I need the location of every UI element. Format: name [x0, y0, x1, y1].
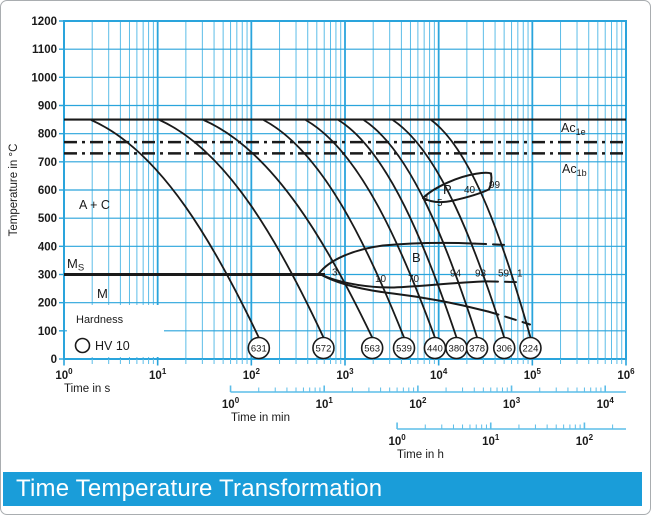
s-axis-tick-label: 101	[149, 367, 167, 382]
hardness-value: 563	[364, 344, 380, 355]
pearlite-percent-label: 40	[464, 185, 476, 196]
y-tick-label: 700	[38, 157, 57, 169]
hardness-value: 631	[251, 344, 267, 355]
ttt-chart: Hardness HV 10 Ac1e Ac1b MS A + C M P B …	[8, 16, 635, 461]
title-bar: Time Temperature Transformation	[3, 472, 642, 506]
curves-layer	[64, 118, 626, 338]
austenite-region-label: A + C	[79, 198, 110, 212]
y-tick-label: 1200	[31, 16, 57, 28]
cooling-curve	[90, 119, 260, 338]
min-axis-tick-label: 101	[316, 396, 334, 411]
hardness-value: 378	[469, 344, 485, 355]
pearlite-percent-label: 1	[424, 193, 430, 204]
y-axis-title: Temperature in °C	[8, 144, 20, 237]
s-axis-tick-label: 100	[55, 367, 73, 382]
y-tick-label: 1100	[32, 44, 57, 56]
cooling-curve	[430, 119, 532, 338]
hardness-circle	[360, 336, 384, 360]
bainite-ms-extension	[318, 272, 488, 289]
bainite-percent-label: 70	[408, 274, 420, 285]
bainite-percent-label: 3	[332, 268, 338, 279]
min-axis-tick-label: 100	[222, 396, 240, 411]
h-axis-tick-label: 102	[576, 433, 594, 448]
hardness-legend-title: Hardness	[76, 314, 124, 326]
hardness-symbol-icon	[74, 337, 91, 354]
bainite-percent-label: 10	[375, 274, 387, 285]
y-tick-label: 500	[38, 213, 57, 225]
h-axis-tick-label: 101	[482, 433, 500, 448]
y-tick-label: 100	[38, 326, 57, 338]
ms-label: MS	[67, 256, 84, 274]
hardness-circle	[247, 336, 271, 360]
hardness-circle	[492, 336, 516, 360]
h-axis-title: Time in h	[397, 449, 444, 461]
pearlite-region-lower-boundary	[422, 188, 490, 204]
hardness-circle	[392, 336, 416, 360]
hardness-circle	[465, 336, 489, 360]
s-axis-tick-label: 106	[617, 367, 635, 382]
y-tick-label: 400	[38, 241, 57, 253]
bainite-region-label: B	[412, 250, 421, 265]
bainite-region-lower-boundary-dashed	[487, 310, 531, 326]
pearlite-region-label: P	[443, 182, 452, 197]
cooling-curve	[363, 119, 478, 338]
annotations-layer: 1200110010009008007006005004003002001000…	[31, 16, 635, 448]
hardness-circle	[519, 336, 542, 360]
pearlite-region-upper-boundary	[422, 171, 492, 199]
bainite-percent-label: 94	[450, 269, 462, 280]
hardness-value: 440	[427, 344, 443, 355]
s-axis-tick-label: 102	[243, 367, 261, 382]
min-axis-tick-label: 102	[409, 396, 427, 411]
pearlite-percent-label: 5	[437, 198, 443, 209]
s-axis-tick-label: 103	[336, 367, 354, 382]
y-tick-label: 800	[38, 129, 57, 141]
bainite-region-lower-boundary	[318, 272, 489, 313]
s-axis-tick-label: 104	[430, 367, 448, 382]
hardness-legend: Hardness HV 10	[67, 305, 164, 357]
hardness-value: 380	[449, 344, 465, 355]
hardness-legend-label: HV 10	[95, 339, 130, 353]
grid-layer	[59, 20, 627, 430]
pearlite-percent-label: 99	[489, 180, 501, 191]
s-axis-tick-label: 105	[524, 367, 542, 382]
bainite-region-upper-boundary	[318, 241, 476, 275]
y-tick-label: 300	[38, 270, 57, 282]
h-axis-tick-label: 100	[388, 433, 406, 448]
min-axis-tick-label: 104	[597, 396, 615, 411]
hardness-value: 539	[396, 344, 412, 355]
bainite-ms-extension-dashed	[486, 280, 523, 284]
bainite-percent-label: 1	[517, 269, 523, 280]
cooling-curve	[159, 119, 325, 338]
bainite-percent-label: 59	[498, 269, 510, 280]
transformation-regions	[318, 171, 531, 326]
y-tick-label: 1000	[31, 72, 57, 84]
min-axis-tick-label: 103	[503, 396, 521, 411]
hardness-value: 224	[523, 344, 539, 355]
cooling-curve	[392, 119, 506, 338]
cooling-curve	[263, 119, 405, 338]
pearlite-region-right-closure	[488, 172, 493, 191]
ac1e-label: Ac1e	[561, 121, 586, 137]
ac1b-label: Ac1b	[562, 162, 587, 178]
bainite-percent-label: 93	[475, 269, 487, 280]
y-tick-label: 600	[38, 185, 57, 197]
chart-labels: Ac1e Ac1b MS A + C M P B Temperature in …	[8, 121, 587, 461]
min-axis-title: Time in min	[231, 412, 290, 424]
martensite-region-label: M	[97, 286, 108, 301]
cooling-curve	[203, 119, 374, 338]
y-tick-label: 900	[38, 101, 57, 113]
y-tick-label: 200	[38, 298, 57, 310]
y-tick-label: 0	[51, 354, 57, 366]
cooling-curve	[305, 119, 436, 338]
s-axis-title: Time in s	[64, 383, 110, 395]
hardness-value: 306	[496, 344, 512, 355]
bainite-region-upper-boundary-dashed	[474, 242, 510, 247]
title-bar-text: Time Temperature Transformation	[16, 475, 383, 502]
hardness-circle	[312, 336, 335, 360]
hardness-value: 572	[316, 344, 332, 355]
